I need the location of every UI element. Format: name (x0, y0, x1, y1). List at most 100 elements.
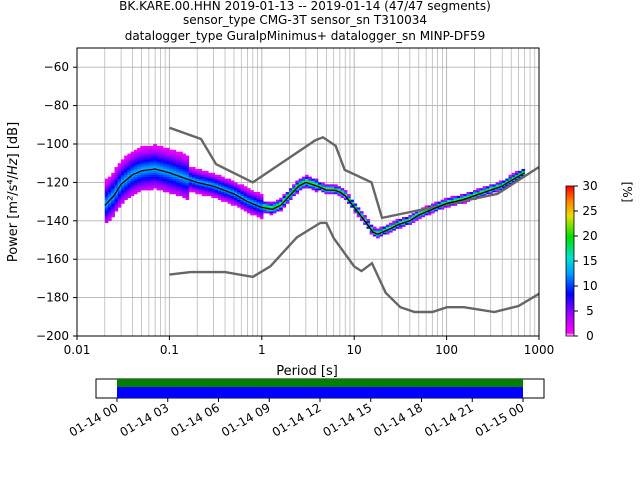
heatmap-cell (108, 215, 112, 218)
heatmap-cell (440, 201, 445, 204)
heatmap-cell (140, 186, 144, 189)
heatmap-cell (172, 149, 177, 152)
heatmap-cell (195, 184, 199, 187)
heatmap-cell (495, 188, 500, 191)
heatmap-cell (156, 163, 161, 166)
heatmap-cell (140, 174, 144, 177)
heatmap-cell (130, 190, 135, 193)
heatmap-cell (259, 215, 264, 218)
heatmap-cell (382, 228, 387, 231)
heatmap-cell (146, 155, 151, 158)
heatmap-cell (124, 167, 128, 170)
heatmap-cell (169, 151, 174, 154)
heatmap-cell (114, 203, 119, 206)
heatmap-cell (434, 203, 438, 206)
heatmap-cell (295, 192, 299, 195)
heatmap-cell (156, 147, 161, 151)
heatmap-cell (211, 180, 216, 183)
heatmap-cell (334, 188, 338, 191)
heatmap-cell (175, 159, 180, 162)
heatmap-cell (166, 184, 170, 187)
heatmap-cell (159, 163, 164, 166)
heatmap-cell (372, 226, 377, 229)
heatmap-cell (185, 165, 190, 168)
heatmap-cell (124, 188, 128, 191)
heatmap-cell (127, 182, 132, 185)
heatmap-cell (208, 180, 212, 183)
heatmap-cell (269, 213, 274, 216)
heatmap-cell (275, 203, 280, 206)
heatmap-cell (133, 168, 138, 172)
heatmap-cell (117, 203, 122, 206)
heatmap-cell (211, 188, 216, 191)
colorbar-tick-label: 10 (582, 279, 597, 293)
heatmap-cell (366, 226, 371, 229)
heatmap-cell (150, 174, 154, 177)
heatmap-cell (259, 193, 264, 197)
heatmap-cell (217, 188, 222, 191)
y-tick-label: −200 (36, 329, 69, 343)
heatmap-cell (117, 176, 122, 179)
y-axis-label: Power [m²/s⁴/Hz] [dB] (6, 122, 21, 262)
heatmap-cell (140, 163, 144, 166)
heatmap-cell (162, 155, 167, 158)
heatmap-cell (166, 182, 170, 185)
heatmap-cell (111, 190, 115, 193)
heatmap-cell (130, 178, 135, 181)
heatmap-cell (133, 190, 138, 193)
heatmap-cell (292, 186, 296, 189)
heatmap-cell (301, 184, 306, 187)
heatmap-cell (172, 168, 177, 172)
heatmap-cell (140, 159, 144, 162)
heatmap-cell (204, 184, 209, 187)
heatmap-cell (204, 174, 209, 177)
heatmap-cell (343, 193, 348, 197)
heatmap-cell (253, 192, 258, 195)
heatmap-cell (337, 192, 341, 195)
heatmap-cell (414, 211, 419, 214)
heatmap-cell (308, 184, 312, 187)
heatmap-cell (317, 184, 322, 187)
heatmap-cell (182, 155, 186, 158)
heatmap-cell (104, 178, 109, 181)
heatmap-cell (347, 201, 351, 204)
heatmap-cell (214, 182, 219, 185)
heatmap-cell (489, 188, 493, 191)
heatmap-cell (340, 195, 345, 199)
heatmap-cell (130, 170, 135, 174)
heatmap-cell (250, 193, 254, 197)
heatmap-cell (117, 193, 122, 197)
heatmap-cell (230, 182, 235, 185)
heatmap-cell (117, 199, 122, 202)
heatmap-cell (221, 190, 225, 193)
heatmap-cell (179, 163, 183, 166)
heatmap-cell (182, 192, 186, 195)
heatmap-cell (240, 195, 245, 199)
heatmap-cell (143, 165, 148, 168)
heatmap-cell (133, 155, 138, 158)
heatmap-cell (162, 161, 167, 164)
heatmap-cell (221, 193, 225, 197)
heatmap-cell (408, 215, 413, 218)
heatmap-cell (169, 180, 174, 183)
heatmap-cell (282, 195, 287, 199)
heatmap-cell (175, 190, 180, 193)
heatmap-cell (230, 180, 235, 183)
heatmap-cell (382, 232, 387, 235)
heatmap-cell (140, 161, 144, 164)
heatmap-cell (456, 195, 461, 199)
heatmap-cell (237, 184, 241, 187)
heatmap-cell (437, 207, 442, 210)
heatmap-cell (385, 226, 390, 229)
heatmap-cell (153, 182, 157, 185)
heatmap-cell (208, 182, 212, 185)
heatmap-cell (162, 147, 167, 151)
heatmap-cell (234, 199, 238, 202)
heatmap-cell (140, 149, 144, 152)
heatmap-cell (227, 195, 232, 199)
heatmap-cell (263, 203, 267, 206)
heatmap-cell (204, 186, 209, 189)
heatmap-cell (379, 230, 383, 233)
heatmap-cell (372, 230, 377, 233)
